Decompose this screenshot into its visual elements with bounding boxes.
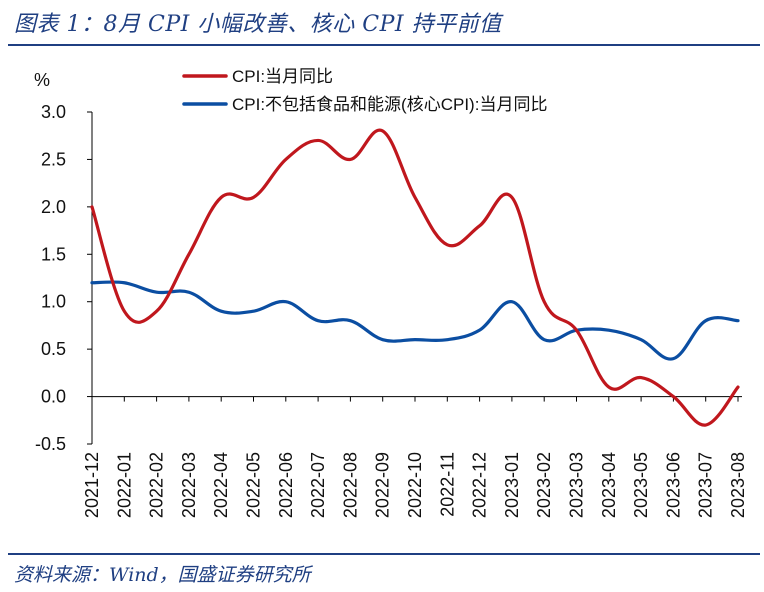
top-divider [8,44,760,46]
series-line-cpi [90,128,740,427]
source-note: 资料来源：Wind，国盛证券研究所 [14,564,311,586]
x-tick-label: 2022-08 [340,452,360,518]
x-tick-label: 2023-06 [663,452,683,518]
x-tick-label: 2023-01 [502,452,522,518]
x-axis-ticks: 2021-12 2022-01 2022-02 2022-03 2022-04 2022-… [82,396,748,518]
legend: CPI:当月同比 CPI:不包括食品和能源(核心CPI):当月同比 [182,67,547,114]
x-tick-label: 2021-12 [82,452,102,518]
x-tick-label: 2022-01 [114,452,134,518]
x-tick-label: 2022-06 [276,452,296,518]
x-tick-label: 2022-09 [373,452,393,518]
y-axis-unit-label: % [34,70,50,90]
y-tick-label: 2.5 [41,149,66,169]
y-tick-label: 0.5 [41,339,66,359]
y-tick-label: 3.0 [41,102,66,122]
y-tick-label: 1.5 [41,244,66,264]
x-tick-label: 2022-10 [405,452,425,518]
series-layer [90,128,740,427]
y-tick-label: -0.5 [35,434,66,454]
x-tick-label: 2023-02 [534,452,554,518]
bottom-divider [8,553,760,555]
x-tick-label: 2023-04 [599,452,619,518]
series-line-core-cpi [90,280,740,361]
x-tick-label: 2022-04 [211,452,231,518]
x-tick-label: 2023-08 [728,452,748,518]
x-tick-label: 2022-07 [308,452,328,518]
x-tick-label: 2023-03 [567,452,587,518]
x-tick-label: 2022-12 [470,452,490,518]
x-tick-label: 2022-11 [437,452,457,517]
y-tick-label: 1.0 [41,292,66,312]
y-tick-label: 0.0 [41,387,66,407]
x-tick-label: 2022-05 [244,452,264,518]
y-axis-ticks: 3.0 2.5 2.0 1.5 1.0 0.5 0.0 -0.5 [35,102,92,454]
legend-label: CPI:不包括食品和能源(核心CPI):当月同比 [232,95,547,114]
legend-label: CPI:当月同比 [232,67,333,86]
x-tick-label: 2023-07 [696,452,716,518]
figure-title: 图表 1：8月 CPI 小幅改善、核心 CPI 持平前值 [14,12,502,37]
x-tick-label: 2023-05 [631,452,651,518]
y-tick-label: 2.0 [41,197,66,217]
x-tick-label: 2022-02 [147,452,167,518]
x-tick-label: 2022-03 [179,452,199,518]
